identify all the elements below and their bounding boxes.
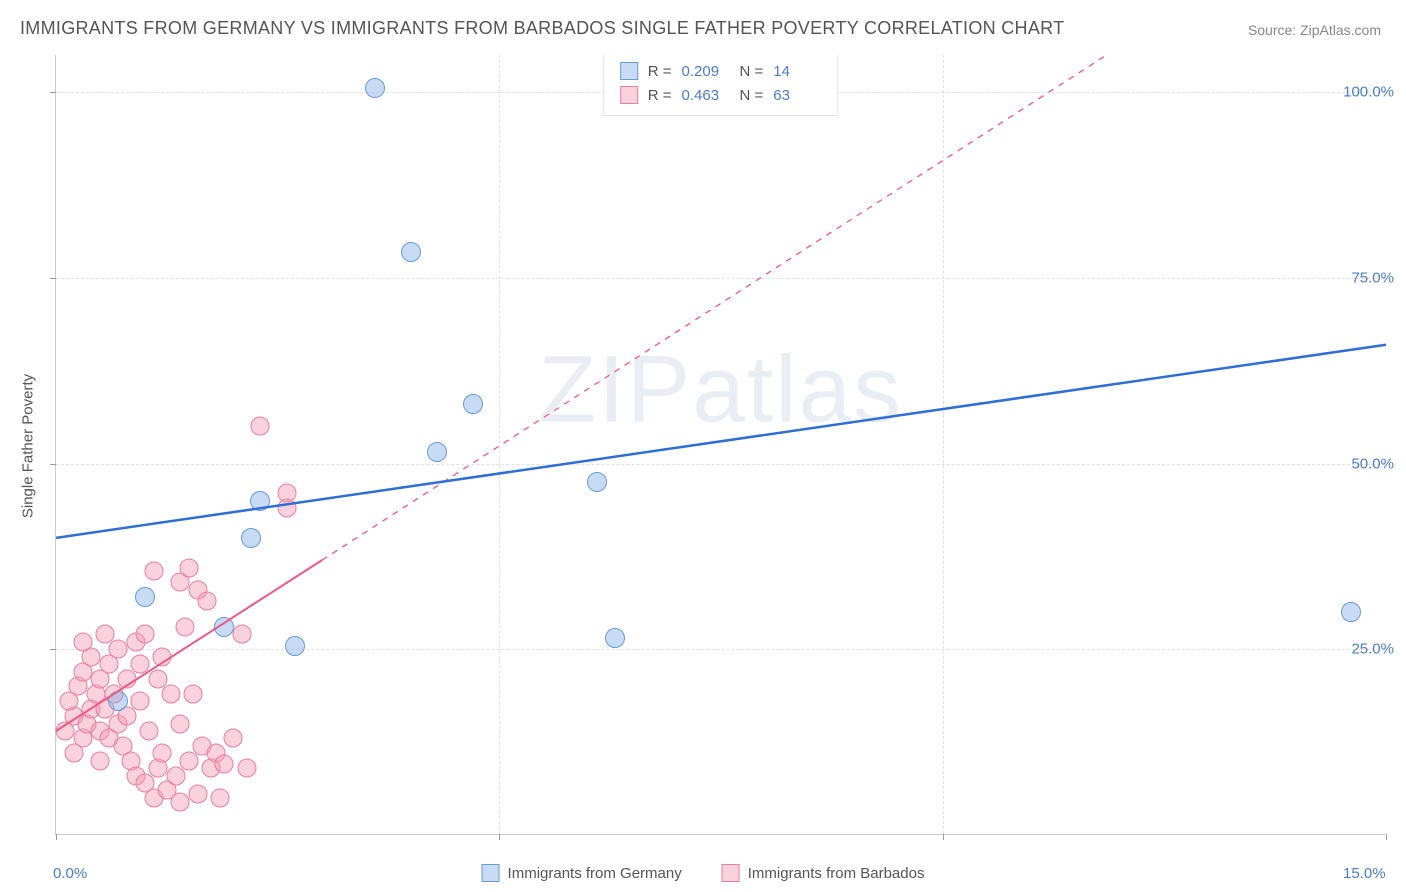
legend-r-value-b: 0.463	[682, 87, 730, 104]
chart-title: IMMIGRANTS FROM GERMANY VS IMMIGRANTS FR…	[20, 18, 1064, 39]
legend-item-barbados: Immigrants from Barbados	[722, 864, 925, 882]
scatter-point-barbados	[250, 417, 269, 436]
scatter-point-germany	[427, 442, 447, 462]
legend-n-value-a: 14	[773, 63, 821, 80]
plot-area: ZIPatlas R = 0.209 N = 14 R = 0.463 N = …	[55, 55, 1385, 835]
scatter-point-barbados	[166, 766, 185, 785]
scatter-point-barbados	[197, 592, 216, 611]
tick-mark	[50, 278, 56, 279]
grid-line-horizontal	[56, 649, 1385, 650]
scatter-point-barbados	[184, 684, 203, 703]
scatter-point-barbados	[171, 714, 190, 733]
y-tick-label: 75.0%	[1351, 269, 1394, 286]
legend-item-germany: Immigrants from Germany	[482, 864, 682, 882]
tick-mark	[56, 834, 57, 840]
legend-label-germany: Immigrants from Germany	[508, 865, 682, 882]
tick-mark	[1386, 834, 1387, 840]
legend-stats-row-b: R = 0.463 N = 63	[620, 83, 822, 107]
chart-container: IMMIGRANTS FROM GERMANY VS IMMIGRANTS FR…	[0, 0, 1406, 892]
tick-mark	[50, 92, 56, 93]
scatter-point-barbados	[153, 744, 172, 763]
scatter-point-barbados	[171, 792, 190, 811]
scatter-point-barbados	[144, 562, 163, 581]
scatter-point-germany	[250, 491, 270, 511]
watermark-text: ZIPatlas	[538, 335, 902, 444]
scatter-point-barbados	[135, 625, 154, 644]
scatter-point-barbados	[162, 684, 181, 703]
legend-stats: R = 0.209 N = 14 R = 0.463 N = 63	[603, 55, 839, 116]
y-axis-label: Single Father Poverty	[20, 374, 37, 518]
scatter-point-germany	[241, 528, 261, 548]
tick-mark	[499, 834, 500, 840]
scatter-point-germany	[587, 472, 607, 492]
scatter-point-barbados	[131, 655, 150, 674]
legend-r-label: R =	[648, 87, 672, 104]
legend-series: Immigrants from Germany Immigrants from …	[482, 864, 925, 882]
scatter-point-barbados	[188, 785, 207, 804]
trendlines-svg	[56, 55, 1386, 835]
x-tick-label: 0.0%	[53, 865, 87, 882]
legend-label-barbados: Immigrants from Barbados	[748, 865, 925, 882]
scatter-point-barbados	[237, 759, 256, 778]
x-tick-label: 15.0%	[1343, 865, 1386, 882]
tick-mark	[50, 649, 56, 650]
source-label: Source: ZipAtlas.com	[1248, 22, 1381, 38]
scatter-point-barbados	[233, 625, 252, 644]
scatter-point-barbados	[277, 499, 296, 518]
legend-swatch-germany	[620, 62, 638, 80]
legend-r-label: R =	[648, 63, 672, 80]
scatter-point-barbados	[153, 647, 172, 666]
scatter-point-germany	[285, 636, 305, 656]
scatter-point-germany	[401, 242, 421, 262]
scatter-point-barbados	[91, 751, 110, 770]
scatter-point-germany	[1341, 602, 1361, 622]
tick-mark	[50, 464, 56, 465]
grid-line-vertical	[499, 55, 500, 834]
scatter-point-germany	[214, 617, 234, 637]
scatter-point-barbados	[180, 558, 199, 577]
scatter-point-germany	[463, 394, 483, 414]
y-tick-label: 25.0%	[1351, 641, 1394, 658]
y-tick-label: 100.0%	[1343, 84, 1394, 101]
scatter-point-barbados	[180, 751, 199, 770]
scatter-point-barbados	[211, 788, 230, 807]
legend-n-label: N =	[740, 87, 764, 104]
scatter-point-barbados	[95, 625, 114, 644]
y-tick-label: 50.0%	[1351, 455, 1394, 472]
legend-swatch-barbados	[722, 864, 740, 882]
scatter-point-barbados	[131, 692, 150, 711]
scatter-point-barbados	[73, 632, 92, 651]
grid-line-vertical	[943, 55, 944, 834]
scatter-point-barbados	[140, 722, 159, 741]
scatter-point-barbados	[215, 755, 234, 774]
scatter-point-barbados	[224, 729, 243, 748]
scatter-point-germany	[605, 628, 625, 648]
scatter-point-germany	[108, 691, 128, 711]
scatter-point-barbados	[64, 744, 83, 763]
legend-swatch-barbados	[620, 86, 638, 104]
legend-n-label: N =	[740, 63, 764, 80]
scatter-point-barbados	[109, 640, 128, 659]
legend-swatch-germany	[482, 864, 500, 882]
scatter-point-germany	[135, 587, 155, 607]
grid-line-horizontal	[56, 464, 1385, 465]
scatter-point-barbados	[117, 670, 136, 689]
grid-line-horizontal	[56, 278, 1385, 279]
legend-n-value-b: 63	[773, 87, 821, 104]
scatter-point-germany	[365, 78, 385, 98]
legend-stats-row-a: R = 0.209 N = 14	[620, 59, 822, 83]
scatter-point-barbados	[175, 618, 194, 637]
legend-r-value-a: 0.209	[682, 63, 730, 80]
tick-mark	[943, 834, 944, 840]
